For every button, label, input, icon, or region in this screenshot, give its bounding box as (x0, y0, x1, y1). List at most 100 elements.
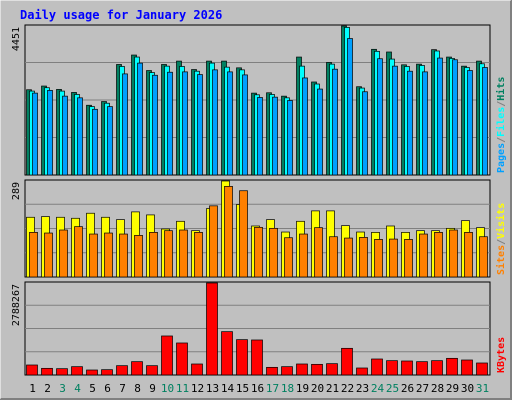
bar-sites-day-17 (269, 227, 278, 278)
bar-sites-day-27 (419, 233, 428, 278)
day-label-5: 5 (89, 382, 96, 395)
day-label-6: 6 (104, 382, 111, 395)
bar-sites-day-1 (29, 232, 38, 278)
day-label-29: 29 (446, 382, 459, 395)
day-label-8: 8 (134, 382, 141, 395)
legend-item: Sites (495, 245, 507, 275)
bar-pages-day-17 (272, 96, 278, 176)
bar-pages-day-29 (452, 59, 458, 176)
day-label-13: 13 (206, 382, 219, 395)
bar-pages-day-2 (47, 90, 53, 176)
bar-pages-day-14 (227, 71, 233, 176)
day-label-30: 30 (461, 382, 474, 395)
bar-pages-day-24 (377, 58, 383, 176)
panels: 4451Pages/Files/Hits289Sites/Visits27882… (11, 24, 507, 376)
day-label-17: 17 (266, 382, 279, 395)
bar-pages-day-23 (362, 91, 368, 176)
bar-kbytes-day-12 (191, 363, 203, 376)
legend: Pages/Files/Hits (495, 77, 507, 173)
bar-sites-day-18 (284, 237, 293, 278)
bar-sites-day-31 (479, 236, 488, 278)
day-label-14: 14 (221, 382, 235, 395)
bar-sites-day-19 (299, 233, 308, 278)
bar-pages-day-22 (347, 38, 353, 176)
bar-kbytes-day-24 (371, 358, 383, 376)
bar-pages-day-6 (107, 106, 113, 176)
legend-item: KBytes (496, 337, 507, 373)
bar-sites-day-5 (89, 233, 98, 278)
bar-pages-day-10 (167, 71, 173, 176)
bar-kbytes-day-7 (116, 365, 128, 376)
day-label-1: 1 (29, 382, 36, 395)
bar-kbytes-day-21 (326, 363, 338, 376)
day-label-22: 22 (341, 382, 354, 395)
panel-visits-sites: 289 Sites/Visits (11, 179, 507, 278)
bar-kbytes-day-13 (206, 282, 218, 376)
day-label-15: 15 (236, 382, 249, 395)
legend-item: / (496, 239, 507, 245)
day-label-31: 31 (476, 382, 489, 395)
bar-kbytes-day-28 (431, 360, 443, 376)
bar-sites-day-12 (194, 232, 203, 278)
day-label-23: 23 (356, 382, 369, 395)
day-label-24: 24 (371, 382, 385, 395)
bar-sites-day-11 (179, 229, 188, 278)
bar-kbytes-day-2 (41, 367, 53, 376)
bar-kbytes-day-26 (401, 360, 413, 376)
legend-item: Files (495, 107, 507, 137)
day-labels: 1 2 3 4 5 6 7 8 9 10 11 12 13 14 15 16 17 18 19 20 21 22 23 24 2… (29, 382, 489, 395)
bar-pages-day-15 (242, 74, 248, 176)
bar-pages-day-26 (407, 70, 413, 176)
bar-sites-day-26 (404, 239, 413, 278)
bar-sites-day-29 (449, 229, 458, 278)
bar-kbytes-day-5 (86, 369, 98, 376)
bar-kbytes-day-27 (416, 361, 428, 376)
bar-pages-day-27 (422, 71, 428, 176)
day-label-9: 9 (149, 382, 156, 395)
bar-sites-day-20 (314, 227, 323, 278)
bar-sites-day-25 (389, 238, 398, 278)
legend-item: Visits (495, 203, 507, 239)
bar-pages-day-7 (122, 73, 128, 176)
bar-pages-day-3 (62, 95, 68, 176)
ymax-label: 289 (11, 182, 22, 200)
legend-item: / (496, 101, 507, 107)
bar-sites-day-24 (374, 239, 383, 278)
bar-kbytes-day-4 (71, 366, 83, 376)
bar-kbytes-day-18 (281, 366, 293, 376)
bar-kbytes-day-11 (176, 342, 188, 376)
day-label-20: 20 (311, 382, 324, 395)
legend-item: / (496, 137, 507, 143)
day-label-28: 28 (431, 382, 444, 395)
bar-sites-day-13 (209, 205, 218, 278)
bar-sites-day-30 (464, 232, 473, 278)
day-label-4: 4 (74, 382, 81, 395)
bar-pages-day-8 (137, 62, 143, 176)
day-label-26: 26 (401, 382, 414, 395)
bar-sites-day-14 (224, 186, 233, 278)
bar-pages-day-30 (467, 70, 473, 176)
bar-sites-day-2 (44, 232, 53, 278)
bar-sites-day-7 (119, 233, 128, 278)
day-label-19: 19 (296, 382, 309, 395)
bar-pages-day-25 (392, 65, 398, 176)
bar-pages-day-13 (212, 69, 218, 176)
legend: KBytes (496, 337, 507, 373)
bar-sites-day-9 (149, 232, 158, 278)
day-label-27: 27 (416, 382, 429, 395)
bar-kbytes-day-22 (341, 347, 353, 376)
bar-sites-day-6 (104, 232, 113, 278)
bar-kbytes-day-31 (476, 362, 488, 376)
bar-kbytes-day-25 (386, 360, 398, 376)
bar-pages-day-16 (257, 97, 263, 176)
day-label-12: 12 (191, 382, 204, 395)
bar-pages-day-12 (197, 74, 203, 176)
bar-kbytes-day-17 (266, 366, 278, 376)
legend-item: Hits (495, 77, 507, 101)
bar-pages-day-11 (182, 71, 188, 176)
day-label-16: 16 (251, 382, 264, 395)
bar-kbytes-day-16 (251, 339, 263, 376)
